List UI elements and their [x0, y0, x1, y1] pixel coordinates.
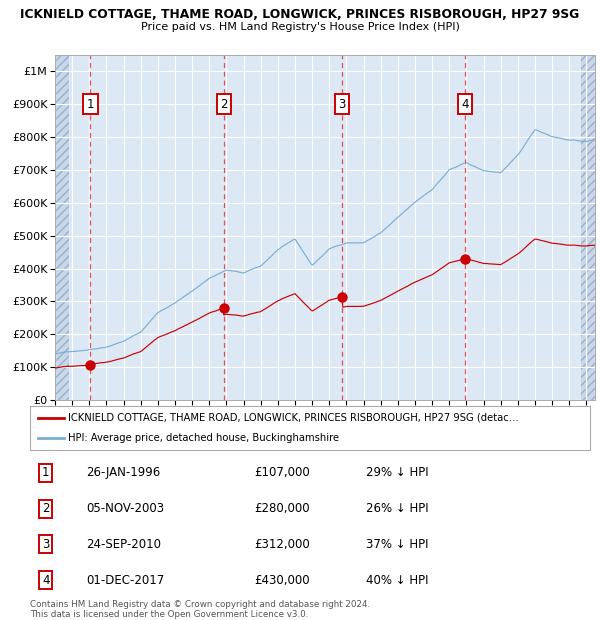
- Text: Contains HM Land Registry data © Crown copyright and database right 2024.: Contains HM Land Registry data © Crown c…: [30, 600, 370, 609]
- Text: £107,000: £107,000: [254, 466, 310, 479]
- Text: This data is licensed under the Open Government Licence v3.0.: This data is licensed under the Open Gov…: [30, 610, 308, 619]
- Text: 29% ↓ HPI: 29% ↓ HPI: [366, 466, 428, 479]
- Text: 26-JAN-1996: 26-JAN-1996: [86, 466, 160, 479]
- Text: 4: 4: [42, 574, 49, 587]
- Bar: [55, 55, 69, 400]
- Text: 3: 3: [42, 538, 49, 551]
- Text: 1: 1: [42, 466, 49, 479]
- Text: 2: 2: [220, 98, 227, 111]
- Text: 1: 1: [87, 98, 94, 111]
- Text: 2: 2: [42, 502, 49, 515]
- Text: 37% ↓ HPI: 37% ↓ HPI: [366, 538, 428, 551]
- Text: ICKNIELD COTTAGE, THAME ROAD, LONGWICK, PRINCES RISBOROUGH, HP27 9SG: ICKNIELD COTTAGE, THAME ROAD, LONGWICK, …: [20, 8, 580, 21]
- Text: 40% ↓ HPI: 40% ↓ HPI: [366, 574, 428, 587]
- Text: 05-NOV-2003: 05-NOV-2003: [86, 502, 164, 515]
- Text: ICKNIELD COTTAGE, THAME ROAD, LONGWICK, PRINCES RISBOROUGH, HP27 9SG (detac…: ICKNIELD COTTAGE, THAME ROAD, LONGWICK, …: [68, 413, 519, 423]
- Text: 4: 4: [461, 98, 469, 111]
- Text: 26% ↓ HPI: 26% ↓ HPI: [366, 502, 428, 515]
- Text: 01-DEC-2017: 01-DEC-2017: [86, 574, 164, 587]
- Text: HPI: Average price, detached house, Buckinghamshire: HPI: Average price, detached house, Buck…: [68, 433, 339, 443]
- Text: Price paid vs. HM Land Registry's House Price Index (HPI): Price paid vs. HM Land Registry's House …: [140, 22, 460, 32]
- Bar: [581, 55, 595, 400]
- Text: £280,000: £280,000: [254, 502, 310, 515]
- Text: £430,000: £430,000: [254, 574, 310, 587]
- Text: £312,000: £312,000: [254, 538, 310, 551]
- Text: 24-SEP-2010: 24-SEP-2010: [86, 538, 161, 551]
- Text: 3: 3: [338, 98, 346, 111]
